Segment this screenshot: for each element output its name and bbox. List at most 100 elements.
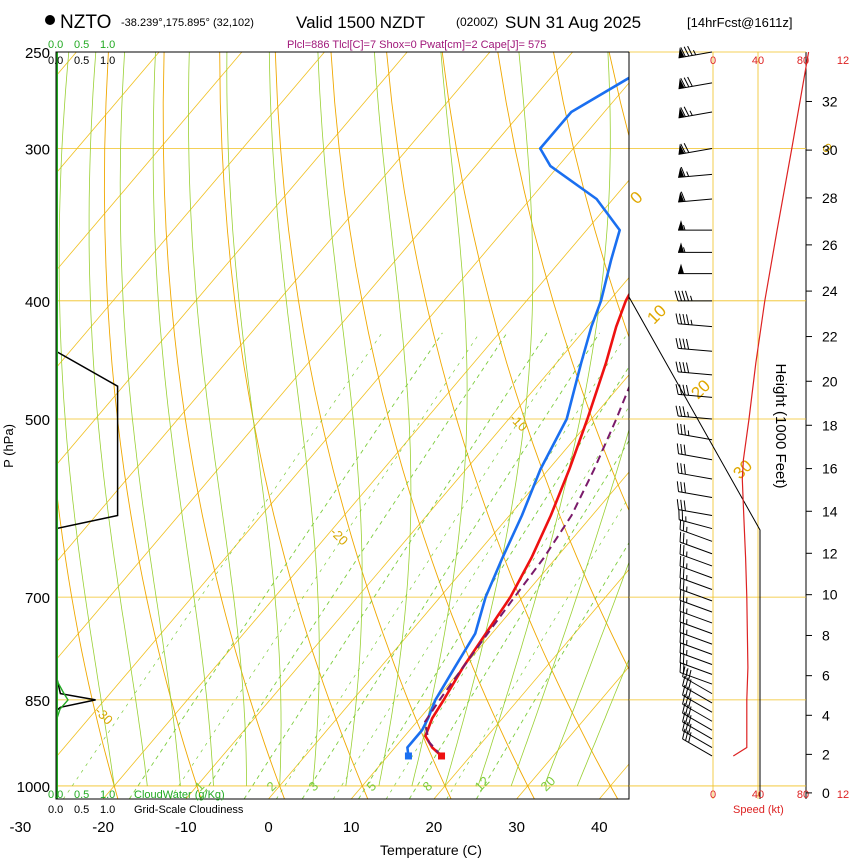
height-tick-label: 32	[822, 93, 838, 109]
moist-adiabat-line	[477, 52, 611, 787]
isotherm-line	[56, 52, 491, 564]
cloudiness-tick-bottom: 1.0	[100, 804, 115, 816]
wind-barb	[676, 481, 713, 499]
wind-barb	[679, 519, 713, 542]
temperature-tick-label: 40	[591, 819, 608, 836]
height-tick-label: 16	[822, 461, 838, 477]
mixing-ratio-line	[358, 366, 629, 799]
y-axis-label: P (hPa)	[1, 424, 16, 468]
height-tick-label: 8	[822, 627, 830, 643]
speed-axis-label: Speed (kt)	[733, 804, 784, 816]
valid-date: SUN 31 Aug 2025	[505, 13, 641, 32]
wind-barb	[679, 652, 713, 675]
wind-barb	[679, 543, 713, 567]
isotherm-line	[102, 179, 629, 799]
cloudiness-tick-top: 1.0	[100, 55, 115, 67]
cloudwater-tick-bottom: 0.5	[74, 789, 89, 801]
cloudiness-tick-bottom: 0.5	[74, 804, 89, 816]
dewpoint-surface-marker	[404, 752, 412, 760]
wind-barb	[679, 555, 713, 579]
temperature-tick-label: -30	[10, 819, 32, 836]
mixing-ratio-line	[476, 541, 629, 799]
wind-barb	[679, 567, 713, 590]
temperature-tick-label: 30	[508, 819, 525, 836]
speed-tick-bottom: 0	[710, 789, 716, 801]
height-tick-label: 26	[822, 237, 838, 253]
mixing-ratio-line	[128, 332, 443, 799]
isotherm-line	[56, 52, 408, 466]
wind-barb	[676, 443, 713, 461]
moist-adiabat-line	[152, 52, 214, 786]
speed-tick-top: 40	[752, 55, 764, 67]
height-tick-label: 28	[822, 190, 838, 206]
height-tick-label: 24	[822, 283, 838, 299]
pressure-tick-label: 700	[25, 590, 50, 607]
parcel-profile-line	[424, 384, 629, 757]
speed-tick-bottom: 80	[797, 789, 809, 801]
cloudwater-tick-top: 0.0	[48, 39, 63, 51]
wind-barb	[678, 166, 713, 178]
station-id: NZTO	[60, 12, 111, 33]
cloudiness-label: Grid-Scale Cloudiness	[134, 804, 244, 816]
temperature-tick-label: -20	[92, 819, 114, 836]
height-tick-label: 0	[822, 785, 830, 801]
dewpoint-profile-line	[406, 76, 629, 757]
pressure-tick-label: 1000	[17, 779, 50, 796]
temperature-tick-label: 0	[264, 819, 272, 836]
moist-adiabat-line	[88, 52, 148, 786]
pressure-tick-label: 250	[25, 45, 50, 62]
dry-adiabat-line	[330, 52, 535, 799]
cloudwater-label: CloudWater (g/Kg)	[134, 789, 225, 801]
wind-speed-curve	[732, 51, 810, 757]
wind-barb	[678, 509, 713, 530]
wind-barb	[675, 384, 713, 398]
wind-barb	[679, 578, 713, 602]
wind-barb	[674, 290, 712, 302]
temperature-profile-line	[424, 292, 629, 757]
wind-barb	[679, 632, 713, 655]
mixing-ratio-line	[169, 332, 480, 799]
dry-adiabat-line	[56, 481, 119, 799]
wind-barb	[682, 728, 713, 757]
pressure-tick-label: 400	[25, 294, 50, 311]
wind-barb	[679, 589, 713, 613]
height-tick-label: 20	[822, 373, 838, 389]
mixing-ratio-line	[385, 406, 629, 799]
mixing-ratio-line	[243, 332, 548, 799]
wind-barb	[678, 76, 713, 90]
isotherm-line	[598, 763, 629, 799]
dry-adiabat-label: 20	[687, 376, 714, 403]
x-axis-label: Temperature (C)	[380, 842, 482, 858]
cloudwater-tick-bottom: 0.0	[48, 789, 63, 801]
moist-adiabat-line	[268, 52, 320, 786]
temperature-tick-label: 20	[426, 819, 443, 836]
dry-adiabat-line	[162, 52, 285, 799]
speed-tick-bottom: 40	[752, 789, 764, 801]
cloudwater-tick-bottom: 1.0	[100, 789, 115, 801]
height-tick-label: 14	[822, 503, 838, 519]
isotherm-line	[56, 52, 325, 369]
isotherm-line	[433, 568, 629, 799]
wind-barb	[678, 220, 712, 231]
mixing-ratio-line	[199, 332, 508, 799]
wind-barb	[678, 263, 712, 275]
wind-barb	[679, 611, 713, 635]
utc-time: (0200Z)	[456, 15, 498, 29]
dry-adiabat-line	[608, 52, 629, 138]
moist-adiabat-line	[119, 52, 181, 786]
moist-adiabat-line	[444, 52, 534, 787]
mixing-ratio-line	[63, 332, 383, 799]
moist-adiabat-line	[576, 658, 629, 787]
isotherm-label: -10	[507, 410, 531, 434]
wind-barb	[678, 45, 713, 59]
dry-adiabat-line	[497, 52, 629, 512]
mixing-ratio-line	[333, 332, 629, 799]
speed-tick-bottom: 12	[837, 789, 849, 801]
moist-adiabat-line	[374, 52, 412, 786]
plot-frame	[55, 51, 630, 800]
temperature-surface-marker	[438, 752, 446, 760]
height-tick-label: 18	[822, 417, 838, 433]
moist-adiabat-line	[188, 52, 247, 786]
cloudiness-curve	[56, 350, 119, 786]
